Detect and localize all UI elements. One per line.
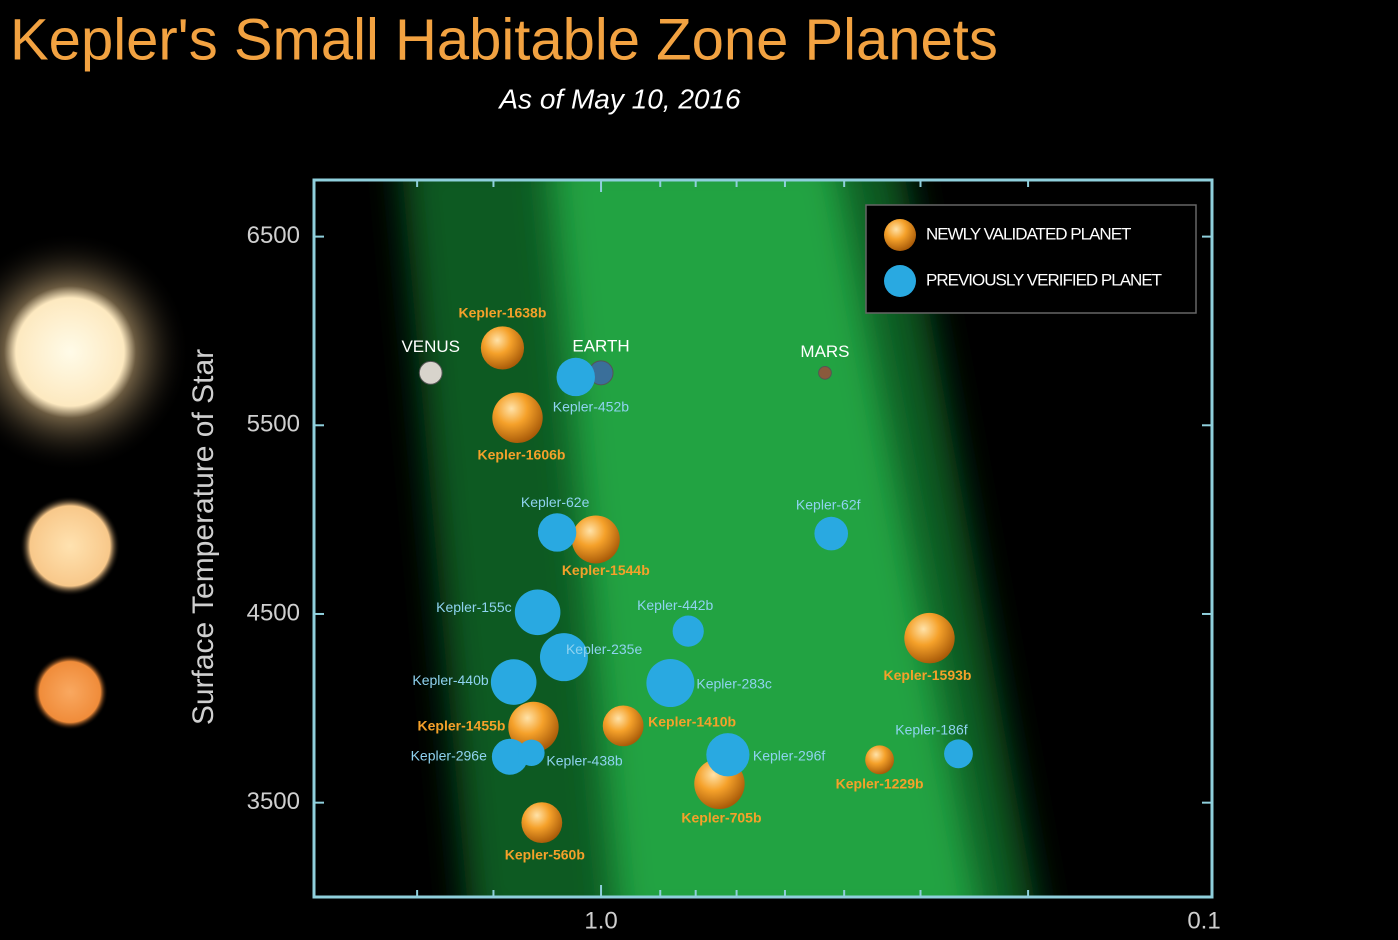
y-tick-label: 3500 [247,788,300,815]
plot-frame [312,178,1214,899]
planet-label: Kepler-62f [796,496,861,512]
planet-label: Kepler-1455b [418,718,506,734]
planet-bubble [571,515,620,564]
planet-bubble [480,326,525,370]
habitable-zone [402,180,1035,897]
planet-bubble [672,615,704,647]
planet-label: Kepler-560b [505,846,585,862]
planet-bubble [521,802,563,844]
planet-label: Kepler-438b [546,753,622,769]
y-tick-label: 4500 [247,599,300,626]
planet-bubble [602,705,644,747]
planet-bubble [944,739,973,769]
legend-box [865,204,1197,314]
legend-swatch [884,265,916,297]
planet-label: Kepler-283c [696,676,772,692]
planet-label: Kepler-1638b [458,305,546,321]
planet-label: Kepler-62e [521,494,590,510]
planet-bubble [514,589,561,636]
planet-label: Kepler-1229b [836,776,924,792]
star-icon [0,232,190,472]
planet-bubble [556,357,595,397]
x-tick-label: 1.0 [584,907,617,934]
planet-label: Kepler-705b [681,809,761,825]
legend-label: NEWLY VALIDATED PLANET [926,224,1131,243]
planet-bubble [508,701,559,753]
planet-bubble [646,659,695,708]
hz-inner [550,180,979,897]
planet-bubble [706,733,750,777]
planet-bubble [865,745,894,775]
planet-bubble [492,392,543,443]
planet-label: Kepler-155c [436,599,512,615]
planet-bubble [537,513,577,552]
y-tick-label: 6500 [247,222,300,249]
planet-label: Kepler-1544b [562,562,650,578]
legend-swatch [884,219,916,251]
planet-label: Kepler-186f [895,721,967,737]
planet-label: Kepler-296e [411,748,487,764]
planet-bubble [814,516,849,551]
reference-planet [418,360,443,385]
planet-label: Kepler-1410b [648,714,736,730]
star-icon [32,654,108,730]
planet-bubble [904,612,955,664]
chart-title: Kepler's Small Habitable Zone Planets [10,7,998,72]
planet-label: Kepler-440b [412,672,488,688]
planet-label: Kepler-235e [566,641,642,657]
reference-label: MARS [800,342,849,361]
planet-label: Kepler-442b [637,597,713,613]
marks: 3500 4500 5500 6500 1.0 0.1 VENUS EARTH MARS Kepl… [247,180,1221,934]
y-tick-label: 5500 [247,411,300,438]
planet-label: Kepler-1593b [884,667,972,683]
legend-label: PREVIOUSLY VERIFIED PLANET [926,270,1162,289]
planet-bubble [491,738,528,775]
planet-bubble [539,633,588,682]
star-icon [20,496,120,596]
planet-bubble [518,739,545,767]
planet-label: Kepler-452b [553,399,629,415]
reference-planet [818,365,832,380]
planet-bubble [490,659,537,705]
chart-subtitle: As of May 10, 2016 [497,83,741,114]
planet-label: Kepler-296f [753,747,825,763]
x-tick-label: 0.1 [1187,907,1220,934]
planet-label: Kepler-1606b [478,446,566,462]
reference-label: EARTH [572,336,629,355]
reference-label: VENUS [401,337,460,356]
y-axis-label: Surface Temperature of Star [187,349,220,725]
